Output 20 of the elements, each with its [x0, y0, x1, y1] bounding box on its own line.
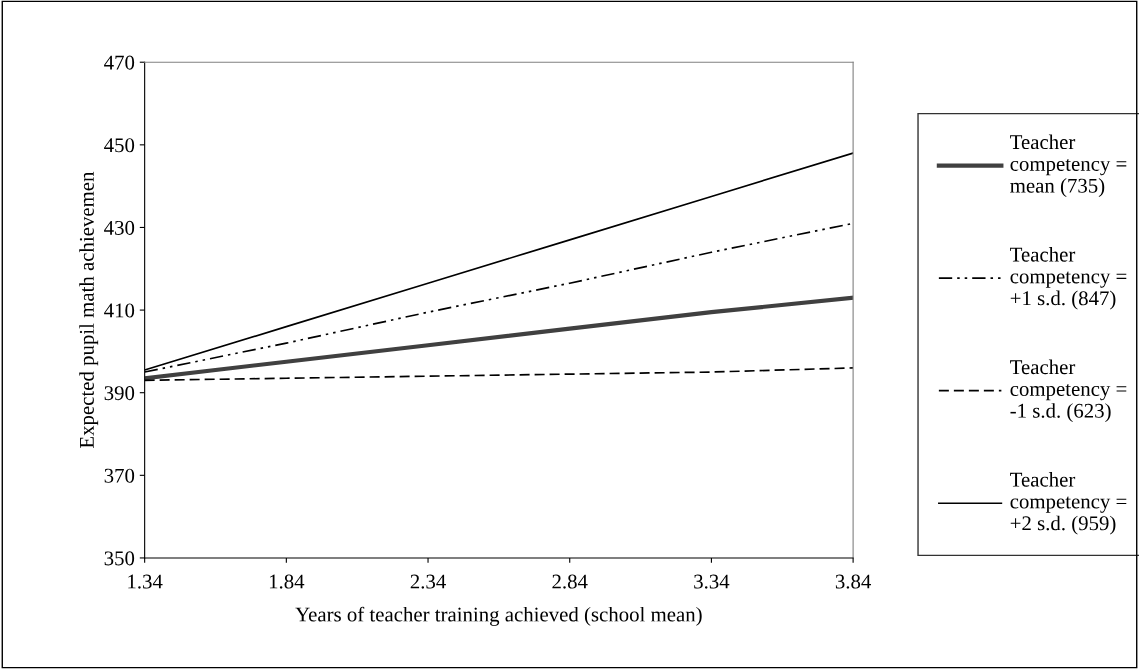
x-tick-label: 2.84 [552, 574, 588, 589]
x-tick-label: 1.34 [128, 574, 163, 589]
y-tick-label: 470 [104, 55, 135, 70]
legend-label: Teacher competency = -1 s.d. (623) [1010, 359, 1127, 423]
x-axis-title: Years of teacher training achieved (school mean) [295, 606, 702, 626]
x-tick-label: 1.84 [269, 574, 305, 589]
legend-label: Teacher competency = +2 s.d. (959) [1010, 472, 1127, 535]
y-axis-title: Expected pupil math achievemen [79, 171, 99, 449]
x-tick-label: 3.84 [835, 574, 872, 589]
y-tick-label: 430 [104, 220, 135, 235]
y-tick-label: 390 [104, 386, 135, 401]
y-tick-label: 350 [104, 551, 135, 566]
y-tick-label: 370 [104, 468, 135, 483]
line-series [144, 295, 854, 381]
y-tick-label: 410 [104, 303, 135, 318]
legend-label: Teacher competency = mean (735) [1010, 134, 1127, 197]
legend-label: Teacher competency = +1 s.d. (847) [1010, 246, 1127, 310]
x-tick-label: 2.34 [410, 574, 446, 589]
x-tick-label: 3.34 [694, 574, 730, 589]
y-tick-label: 450 [104, 138, 135, 153]
